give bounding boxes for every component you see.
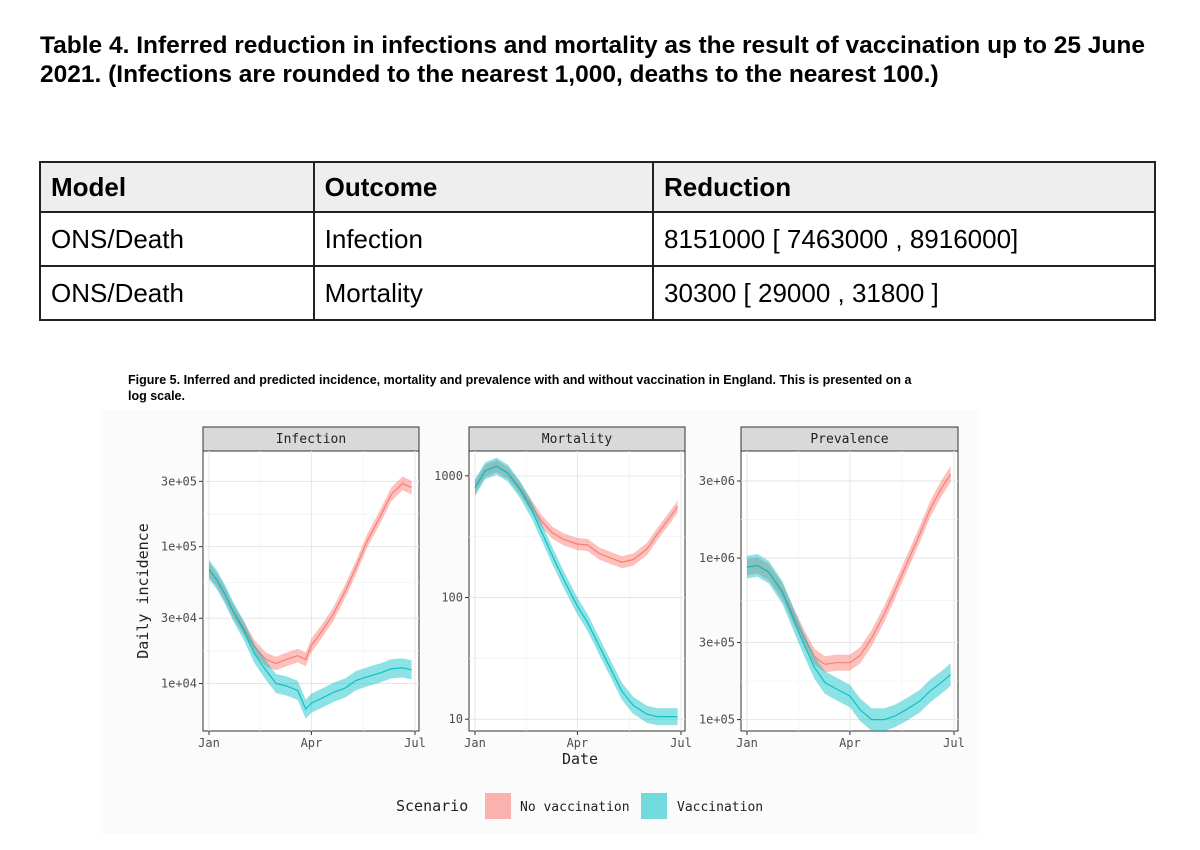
column-header-outcome: Outcome <box>312 161 655 213</box>
cell-outcome: Mortality <box>312 265 655 321</box>
y-tick-label: 1000 <box>434 469 463 483</box>
table-row: ONS/Death Infection 8151000 [ 7463000 , … <box>39 211 1156 267</box>
facet-label-prevalence: Prevalence <box>810 432 888 447</box>
table-header-row: Model Outcome Reduction <box>39 161 1156 213</box>
facet-strip-infection <box>202 426 420 452</box>
y-tick-label: 10 <box>449 712 463 726</box>
facet-strip-prevalence <box>740 426 959 452</box>
x-tick-label: Jan <box>736 736 758 750</box>
facet-label-infection: Infection <box>276 432 346 447</box>
x-tick-label: Apr <box>839 736 861 750</box>
y-tick-label: 3e+05 <box>699 636 735 650</box>
y-tick-label: 3e+06 <box>699 474 735 488</box>
x-axis-title: Date <box>562 750 598 768</box>
cell-reduction: 30300 [ 29000 , 31800 ] <box>652 265 1156 321</box>
line-vaccination-prevalence <box>746 564 951 721</box>
y-tick-label: 1e+05 <box>161 540 197 554</box>
figure-caption: Figure 5. Inferred and predicted inciden… <box>128 373 912 403</box>
table-row: ONS/Death Mortality 30300 [ 29000 , 3180… <box>39 265 1156 321</box>
y-axis-title: Daily incidence <box>134 523 152 658</box>
ribbon-no-vaccination-infection <box>209 476 412 671</box>
x-tick-label: Jan <box>464 736 486 750</box>
line-vaccination-mortality <box>474 465 678 718</box>
y-tick-label: 1e+06 <box>699 551 735 565</box>
line-vaccination-infection <box>208 569 412 711</box>
y-tick-label: 3e+05 <box>161 474 197 488</box>
column-header-model: Model <box>39 161 315 213</box>
ribbon-no-vaccination-mortality <box>475 460 678 569</box>
legend-title: Scenario <box>396 797 468 815</box>
cell-outcome: Infection <box>312 211 655 267</box>
ribbon-no-vaccination-prevalence <box>747 466 951 673</box>
column-header-reduction: Reduction <box>652 161 1156 213</box>
table-title: Table 4. Inferred reduction in infection… <box>40 32 1145 88</box>
legend-key-no-vaccination <box>485 793 511 819</box>
cell-reduction: 8151000 [ 7463000 , 8916000] <box>652 211 1156 267</box>
results-table: Model Outcome Reduction ONS/Death Infect… <box>39 161 1156 321</box>
legend-key-vaccination <box>641 793 667 819</box>
x-tick-label: Jan <box>198 736 220 750</box>
legend-label-vaccination: Vaccination <box>677 800 763 815</box>
cell-model: ONS/Death <box>39 265 315 321</box>
cell-model: ONS/Death <box>39 211 315 267</box>
y-tick-label: 1e+04 <box>161 677 197 691</box>
facet-label-mortality: Mortality <box>542 432 613 447</box>
legend-label-no-vaccination: No vaccination <box>520 800 630 815</box>
y-tick-label: 3e+04 <box>161 611 197 625</box>
x-tick-label: Apr <box>301 736 323 750</box>
facet-strip-mortality <box>468 426 686 452</box>
x-tick-label: Jul <box>943 736 965 750</box>
y-tick-label: 1e+05 <box>699 713 735 727</box>
line-no-vaccination-prevalence <box>746 473 952 665</box>
x-tick-label: Jul <box>404 736 426 750</box>
x-tick-label: Jul <box>670 736 692 750</box>
x-tick-label: Apr <box>567 736 589 750</box>
y-tick-label: 100 <box>441 591 463 605</box>
